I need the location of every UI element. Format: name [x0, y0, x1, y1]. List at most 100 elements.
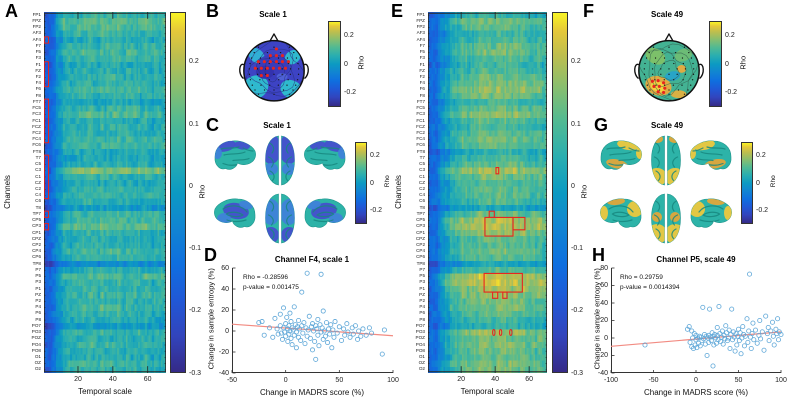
panel-b-letter: B: [206, 1, 219, 21]
data-point: [326, 326, 332, 332]
electrode-dot: [260, 84, 262, 86]
panel-d-scatterplot: [231, 267, 394, 374]
y-tick-label: -20: [218, 348, 229, 356]
cbF-gradient: [709, 21, 722, 107]
data-point: [719, 328, 725, 334]
data-point: [304, 270, 310, 276]
nose: [269, 33, 279, 42]
data-point: [327, 331, 333, 337]
data-point: [352, 323, 358, 329]
data-point: [298, 337, 304, 343]
data-point: [261, 332, 267, 338]
panel-g-letter: G: [594, 115, 609, 135]
data-point: [285, 339, 291, 345]
axes-box: [428, 13, 546, 372]
significant-electrode-marker: [657, 84, 661, 88]
sulcus-line: [226, 219, 247, 223]
significant-electrode-marker: [265, 73, 269, 78]
channel-label: C4: [419, 192, 425, 198]
x-tick-label: 40: [108, 376, 117, 383]
electrode-dot: [682, 62, 685, 65]
electrode-dot: [249, 79, 252, 81]
electrode-dot: [673, 79, 675, 81]
channel-label: FC2: [32, 129, 41, 135]
channel-label: CP4: [32, 248, 41, 254]
sulcus-line: [312, 205, 338, 213]
contour-line: [654, 51, 687, 87]
channel-label: FT7: [32, 98, 41, 104]
electrode-dot: [649, 89, 651, 91]
rho-patch: [667, 168, 681, 185]
sulcus-line: [285, 200, 292, 212]
electrode-dot: [286, 57, 289, 59]
cbG-tick-label: 0.2: [756, 152, 766, 160]
data-point: [338, 337, 344, 343]
channel-label: P6: [419, 310, 425, 316]
regression-line: [231, 323, 394, 337]
sulcus-line: [269, 228, 275, 240]
electrode-dot: [668, 46, 670, 48]
panel-e-heatmap: [428, 12, 547, 373]
electrode-dot: [651, 68, 654, 70]
sulcus-line: [671, 170, 677, 182]
cbE-tick-label: 0.2: [571, 58, 581, 66]
panel-d-ylabel: Change in sample entropy (%): [206, 268, 216, 370]
panel-d-rho-annotation: Rho = -0.28596: [243, 274, 288, 281]
cbA-tick-label: 0.2: [189, 58, 199, 66]
panel-d-letter: D: [204, 245, 217, 265]
electrode-dot: [668, 89, 670, 91]
electrode-dot: [668, 68, 670, 70]
electrode-dot: [256, 68, 259, 70]
channel-label: CP2: [416, 242, 425, 247]
electrode-dot: [289, 73, 292, 75]
panel-f-letter: F: [583, 1, 594, 21]
channel-label: C6: [35, 198, 41, 204]
electrode-dot: [682, 79, 684, 81]
panel-e-heatmap-overlay: [428, 12, 547, 373]
cbA-tick-label: 0: [189, 182, 193, 190]
brain-view: [651, 135, 665, 186]
panel-f-colorbar-label: Rho: [738, 55, 748, 70]
data-point: [334, 330, 340, 336]
data-point: [724, 330, 730, 336]
channel-label: CP1: [416, 229, 425, 235]
data-point: [328, 322, 334, 328]
electrode-dot: [281, 73, 283, 75]
channel-label: F3: [419, 55, 425, 61]
rho-region: [670, 90, 687, 99]
significant-electrode-marker: [253, 66, 257, 70]
electrode-dot: [660, 73, 662, 75]
electrode-dot: [654, 57, 657, 59]
channel-label: PO4: [415, 341, 425, 347]
brain-view: [265, 193, 279, 244]
sulcus-line: [313, 219, 334, 223]
electrode-dot: [248, 68, 250, 70]
channel-label: C3: [35, 167, 41, 173]
channel-label: F6: [419, 86, 425, 92]
electrode-dot: [645, 57, 648, 59]
channel-label: T8: [419, 204, 425, 210]
data-point: [329, 345, 335, 351]
data-point: [742, 333, 748, 339]
electrode-dot: [282, 89, 285, 91]
channel-label: C3: [419, 167, 425, 173]
left-ear: [634, 63, 640, 80]
data-point: [752, 327, 758, 333]
data-point: [700, 304, 706, 310]
data-point: [330, 327, 336, 333]
data-point: [277, 311, 283, 317]
electrode-dot: [278, 79, 280, 81]
brain-view: [600, 140, 642, 170]
electrode-dot: [652, 46, 655, 48]
channel-label: P8: [419, 316, 425, 322]
sulcus-line: [654, 142, 661, 154]
electrode-dot: [263, 89, 266, 91]
electrode-dot: [672, 57, 675, 59]
channel-label: P3: [35, 279, 41, 285]
y-tick-label: 0: [604, 334, 608, 342]
data-point: [314, 326, 320, 332]
sulcus-line: [611, 211, 630, 218]
nose: [664, 33, 674, 42]
x-tick-label: 20: [74, 376, 82, 383]
data-point: [316, 343, 322, 349]
